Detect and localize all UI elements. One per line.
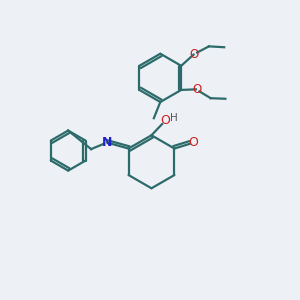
Text: O: O xyxy=(161,114,170,127)
Text: O: O xyxy=(192,83,201,96)
Text: H: H xyxy=(170,113,177,123)
Text: N: N xyxy=(102,136,112,149)
Text: O: O xyxy=(189,136,199,149)
Text: O: O xyxy=(190,47,199,61)
